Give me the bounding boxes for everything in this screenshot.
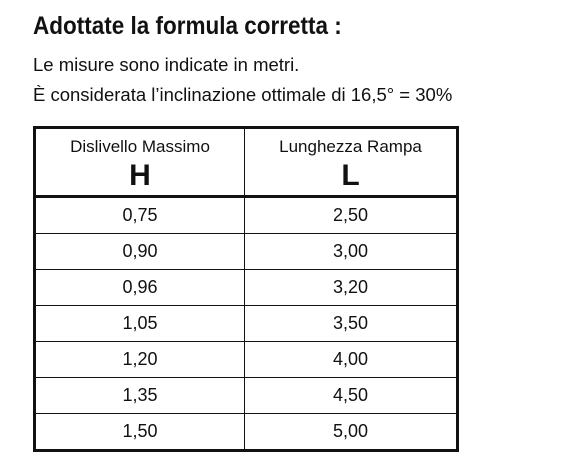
table-cell: 1,05 [34,305,245,342]
table-cell: 0,90 [34,233,245,270]
column-name: Dislivello Massimo [70,137,210,156]
table-cell: 1,20 [34,341,245,378]
table-cell: 4,50 [244,377,458,414]
table: Dislivello Massimo H Lunghezza Rampa L 0,7… [33,126,459,452]
column-symbol: H [129,159,151,192]
column-name: Lunghezza Rampa [279,137,422,156]
table-row: 1,35 4,50 [34,377,458,414]
note: È considerata l’inclinazione ottimale di… [33,84,453,105]
column-header: Dislivello Massimo H [34,127,245,198]
table-cell: 3,50 [244,305,458,342]
table-cell: 0,75 [34,196,245,234]
table-cell: 0,96 [34,269,245,306]
table-row: 0,96 3,20 [34,269,458,306]
table-row: 1,05 3,50 [34,305,458,342]
title: Adottate la formula corretta : [33,12,342,40]
table-cell: 1,50 [34,413,245,451]
column-header: Lunghezza Rampa L [244,127,458,198]
note: Le misure sono indicate in metri. [33,54,300,75]
column-symbol: L [341,159,360,192]
table-cell: 1,35 [34,377,245,414]
table-row: 0,90 3,00 [34,233,458,270]
table-cell: 2,50 [244,196,458,234]
table-cell: 3,20 [244,269,458,306]
table-cell: 5,00 [244,413,458,451]
table-cell: 4,00 [244,341,458,378]
table-row: 1,20 4,00 [34,341,458,378]
table-row: 1,50 5,00 [34,413,458,451]
table-row: 0,75 2,50 [34,196,458,234]
table-cell: 3,00 [244,233,458,270]
